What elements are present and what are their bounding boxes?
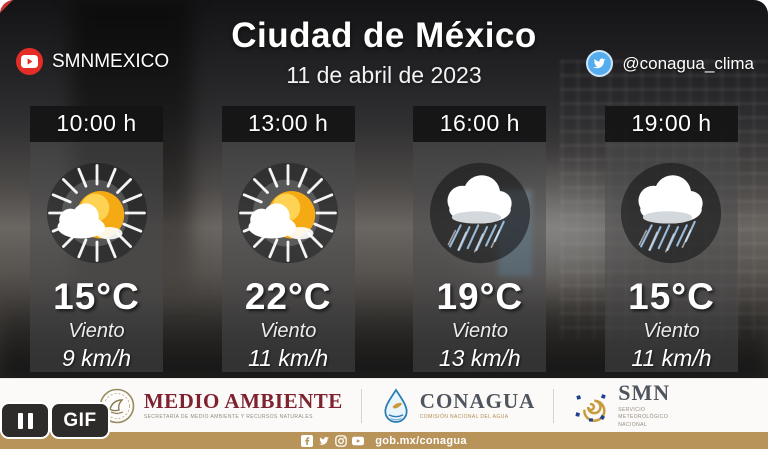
temperature: 15°C	[53, 276, 140, 318]
wind-label: Viento	[68, 320, 125, 342]
conagua-subtitle: COMISIÓN NACIONAL DEL AGUA	[419, 414, 509, 420]
medio-ambiente-label: MEDIO AMBIENTE	[143, 389, 343, 413]
rain-cloud-icon	[421, 150, 539, 277]
logo-divider	[553, 388, 555, 423]
instagram-icon	[335, 434, 347, 447]
time-label: 19:00 h	[604, 106, 738, 142]
bottom-margin	[0, 449, 768, 453]
time-label: 13:00 h	[221, 106, 355, 142]
wind-label: Viento	[451, 320, 508, 342]
temperature: 22°C	[244, 276, 332, 318]
date-label: 11 de abril de 2023	[286, 62, 482, 88]
wind-label: Viento	[259, 320, 317, 342]
forecast-column-1300: 13:00 h	[221, 106, 355, 372]
spiral-icon	[575, 393, 607, 422]
smn-subtitle: SERVICIO METEOROLÓGICO NACIONAL	[618, 406, 669, 428]
youtube-icon	[16, 48, 43, 75]
mexico-seal-icon	[99, 388, 135, 423]
wind-speed: 9 km/h	[61, 345, 132, 371]
gif-badge[interactable]: GIF	[52, 404, 108, 437]
pause-icon	[17, 412, 23, 429]
forecast-column-1900: 19:00 h	[604, 106, 738, 372]
institutional-logo-bar: MEDIO AMBIENTE SECRETARÍA DE MEDIO AMBIE…	[0, 378, 768, 432]
city-photo-background: Ciudad de México 11 de abril de 2023 SMN…	[0, 0, 768, 378]
twitter-handle-label: @conagua_clima	[622, 53, 754, 73]
footer-url: gob.mx/conagua	[375, 434, 467, 447]
social-strip: gob.mx/conagua	[0, 432, 768, 449]
time-label: 10:00 h	[30, 106, 163, 142]
pause-button[interactable]	[2, 404, 48, 437]
rain-cloud-icon	[612, 150, 730, 277]
twitter-icon	[319, 436, 330, 445]
temperature: 19°C	[436, 276, 524, 318]
corner-red-flag	[0, 0, 13, 13]
facebook-icon	[301, 434, 314, 447]
medio-ambiente-subtitle: SECRETARÍA DE MEDIO AMBIENTE Y RECURSOS …	[143, 414, 313, 420]
smn-label: SMN	[618, 379, 671, 405]
twitter-icon	[586, 50, 614, 77]
sun-cloud-icon	[229, 150, 347, 277]
temperature: 15°C	[628, 276, 715, 318]
logo-divider	[360, 388, 362, 423]
forecast-columns: 10:00 h	[0, 106, 768, 372]
youtube-handle: SMNMEXICO	[16, 48, 169, 75]
wind-speed: 11 km/h	[248, 345, 329, 371]
medio-ambiente-logo: MEDIO AMBIENTE SECRETARÍA DE MEDIO AMBIE…	[98, 387, 343, 425]
forecast-column-1000: 10:00 h	[30, 106, 163, 372]
conagua-logo: CONAGUA COMISIÓN NACIONAL DEL AGUA	[380, 387, 536, 425]
conagua-label: CONAGUA	[419, 389, 536, 413]
youtube-icon	[352, 436, 365, 445]
wind-speed: 13 km/h	[438, 345, 521, 371]
water-drop-icon	[384, 387, 408, 423]
smn-logo: SMN SERVICIO METEOROLÓGICO NACIONAL	[572, 379, 671, 430]
pause-icon	[27, 412, 33, 429]
forecast-column-1600: 16:00 h	[413, 106, 547, 372]
twitter-handle: @conagua_clima	[586, 50, 754, 77]
wind-speed: 11 km/h	[631, 345, 712, 371]
gif-player-controls: GIF	[2, 404, 108, 437]
time-label: 16:00 h	[413, 106, 547, 142]
page-title: Ciudad de México	[231, 16, 537, 55]
wind-label: Viento	[643, 320, 700, 342]
youtube-handle-label: SMNMEXICO	[52, 50, 170, 72]
sun-cloud-icon	[38, 150, 156, 277]
